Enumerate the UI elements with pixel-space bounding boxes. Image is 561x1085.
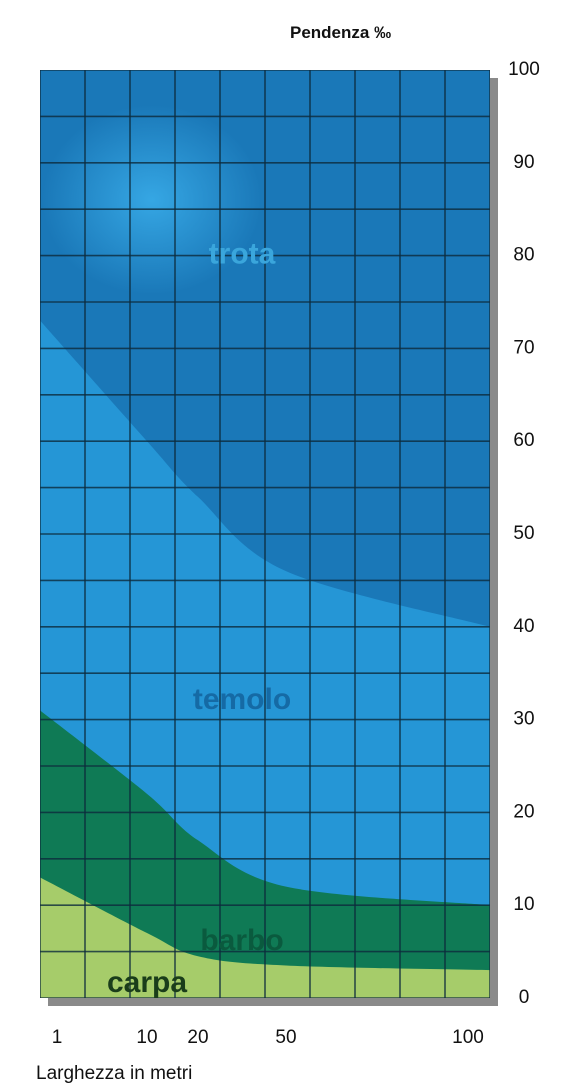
zone-label-barbo: barbo bbox=[200, 924, 283, 957]
y-tick-label: 80 bbox=[513, 245, 534, 266]
zone-trota-highlight bbox=[42, 104, 262, 295]
x-tick-label: 10 bbox=[136, 1027, 157, 1048]
zone-label-trota: trota bbox=[209, 238, 276, 271]
y-tick-label: 70 bbox=[513, 337, 534, 358]
y-tick-label: 10 bbox=[513, 894, 534, 915]
y-tick-label: 60 bbox=[513, 430, 534, 451]
y-axis-ticks: 0 10 20 30 40 50 60 70 80 90 100 bbox=[508, 59, 540, 1008]
x-tick-label: 20 bbox=[187, 1027, 208, 1048]
x-tick-label: 1 bbox=[52, 1027, 63, 1048]
x-axis-ticks: 1 10 20 50 100 bbox=[52, 1027, 484, 1048]
y-tick-label: 50 bbox=[513, 523, 534, 544]
plot-area: trota temolo barbo carpa bbox=[40, 70, 498, 1006]
chart-title: Pendenza ‰ bbox=[290, 23, 391, 42]
y-tick-label: 90 bbox=[513, 152, 534, 173]
zone-barbo bbox=[40, 710, 490, 998]
y-tick-label: 100 bbox=[508, 59, 540, 80]
y-tick-label: 30 bbox=[513, 709, 534, 730]
x-tick-label: 50 bbox=[275, 1027, 296, 1048]
zone-label-carpa: carpa bbox=[107, 966, 187, 999]
grid bbox=[40, 70, 490, 998]
y-tick-label: 0 bbox=[519, 987, 530, 1008]
x-axis-title: Larghezza in metri bbox=[36, 1063, 192, 1084]
zone-carpa bbox=[40, 877, 490, 998]
x-tick-label: 100 bbox=[452, 1027, 484, 1048]
y-tick-label: 20 bbox=[513, 801, 534, 822]
y-tick-label: 40 bbox=[513, 616, 534, 637]
zone-label-temolo: temolo bbox=[193, 683, 291, 716]
